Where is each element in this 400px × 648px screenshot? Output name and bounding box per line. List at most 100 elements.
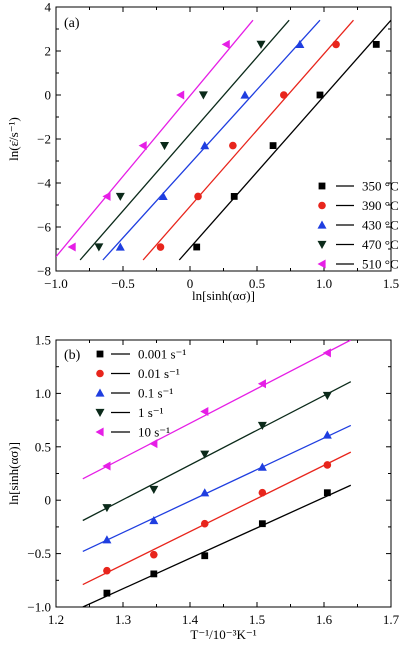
legend-label: 0.1 s⁻¹ — [138, 386, 173, 401]
data-point — [200, 519, 209, 528]
series-2 — [102, 19, 321, 261]
data-point — [150, 570, 158, 578]
data-point — [200, 407, 209, 417]
x-tick-label: 1.3 — [115, 612, 131, 627]
data-point — [323, 461, 332, 469]
y-tick-label: 1.0 — [35, 386, 51, 401]
x-tick-label: −0.5 — [111, 276, 135, 291]
data-point — [257, 421, 267, 430]
plot-frame — [55, 6, 392, 272]
series-1 — [82, 451, 352, 586]
y-tick-label: 1.5 — [35, 333, 51, 348]
y-tick-label: −1.0 — [27, 600, 51, 615]
y-tick-label: −2 — [37, 132, 51, 147]
data-point — [102, 461, 111, 471]
data-point — [67, 242, 76, 252]
legend-marker — [318, 201, 326, 210]
y-tick-label: 0.5 — [35, 439, 51, 454]
series-0 — [82, 484, 352, 607]
y-tick-label: −6 — [37, 220, 51, 235]
legend-marker — [317, 220, 327, 229]
legend: 350 °C 390 °C 430 °C 470 °C 510 °C — [317, 179, 399, 272]
data-point — [200, 141, 210, 150]
data-point — [138, 141, 147, 151]
data-point — [194, 192, 202, 201]
series-0 — [178, 19, 391, 261]
data-point — [102, 504, 112, 513]
data-point — [198, 91, 208, 100]
legend-label: 0.001 s⁻¹ — [138, 347, 186, 362]
legend-marker — [317, 259, 326, 269]
data-point — [322, 430, 332, 439]
x-tick-label: 1.5 — [249, 612, 265, 627]
series-4 — [82, 340, 352, 480]
data-point — [316, 91, 324, 99]
data-point — [295, 39, 305, 48]
data-point — [103, 589, 111, 597]
legend-label: 350 °C — [362, 179, 399, 194]
y-axis-label: ln[sinh(ασ)] — [6, 442, 21, 505]
data-point — [257, 379, 266, 389]
panel-label: (a) — [64, 16, 80, 31]
data-point — [102, 535, 112, 544]
legend-label: 390 °C — [362, 198, 399, 213]
legend: 0.001 s⁻¹ 0.01 s⁻¹ 0.1 s⁻¹ 1 s⁻¹ 10 s⁻¹ — [95, 347, 186, 440]
x-axis-label: T⁻¹/10⁻³K⁻¹ — [190, 627, 256, 642]
data-point — [257, 462, 267, 471]
y-tick-label: −8 — [37, 264, 51, 279]
x-tick-label: 0.5 — [249, 276, 265, 291]
panel-label: (b) — [64, 348, 81, 363]
x-tick-label: 1.4 — [182, 612, 199, 627]
fit-line — [56, 19, 254, 258]
legend-label: 430 °C — [362, 218, 399, 233]
x-tick-label: −1.0 — [44, 276, 68, 291]
data-point — [323, 489, 331, 497]
x-tick-label: 1.7 — [383, 612, 400, 627]
y-tick-label: 0 — [45, 493, 52, 508]
data-point — [149, 485, 159, 495]
data-point — [149, 439, 158, 449]
data-point — [332, 40, 340, 49]
fit-line — [82, 484, 352, 607]
legend-label: 470 °C — [362, 237, 399, 252]
x-tick-label: 1.5 — [383, 276, 399, 291]
data-point — [103, 566, 111, 575]
data-point — [280, 91, 288, 99]
legend-marker — [96, 369, 104, 378]
fit-line — [82, 424, 352, 553]
legend-label: 10 s⁻¹ — [138, 425, 170, 440]
legend-marker — [95, 408, 105, 417]
legend-label: 510 °C — [362, 257, 399, 272]
fit-line — [82, 381, 352, 522]
data-point — [230, 193, 238, 200]
x-tick-label: 1.6 — [316, 612, 333, 627]
data-point — [160, 142, 170, 151]
data-point — [201, 552, 209, 560]
series-1 — [142, 19, 354, 261]
data-point — [258, 520, 266, 528]
series-2 — [82, 424, 352, 553]
y-tick-label: −4 — [37, 176, 51, 191]
data-point — [102, 191, 111, 201]
data-point — [115, 242, 125, 251]
legend-marker — [95, 427, 104, 437]
data-point — [258, 488, 267, 497]
x-axis-label: ln[sinh(ασ)] — [192, 288, 255, 303]
fit-line — [142, 19, 354, 261]
fit-line — [82, 451, 352, 586]
legend-marker — [317, 240, 327, 249]
data-point — [193, 243, 201, 251]
data-point — [150, 550, 158, 559]
data-point — [200, 488, 210, 497]
data-point — [158, 191, 168, 201]
series-3 — [82, 381, 352, 522]
series-3 — [79, 19, 290, 261]
series-4 — [56, 19, 254, 258]
legend-marker — [318, 182, 326, 190]
data-point — [229, 141, 237, 150]
data-point — [115, 192, 125, 201]
legend-marker — [95, 388, 105, 397]
y-axis-label: ln(ε̇/s⁻¹) — [6, 117, 21, 161]
fit-line — [82, 340, 352, 480]
